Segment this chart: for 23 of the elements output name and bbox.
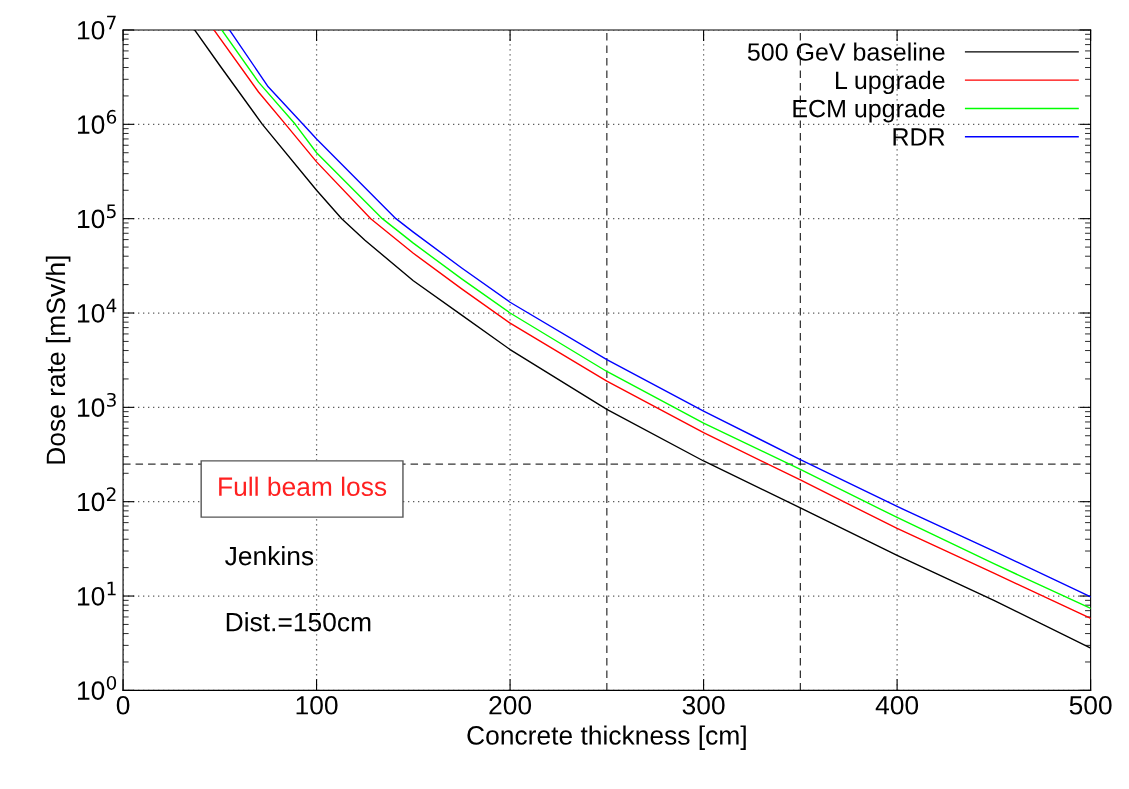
- x-tick-label: 400: [875, 695, 919, 715]
- y-axis-title: Dose rate [mSv/h]: [45, 256, 71, 464]
- y-tick-label: 10$^{7}$: [77, 15, 116, 40]
- y-tick-label: 10$^{1}$: [77, 581, 116, 606]
- y-tick-label: 10$^{6}$: [77, 109, 117, 134]
- x-tick-label: 300: [682, 695, 725, 715]
- y-tick-label: 10$^{5}$: [77, 204, 116, 229]
- y-tick-label: 10$^{2}$: [77, 487, 116, 512]
- y-tick-label: 10$^{4}$: [77, 298, 117, 323]
- x-tick-label: 0: [116, 695, 130, 715]
- annotation: Full beam loss: [219, 476, 387, 497]
- x-tick-label: 100: [296, 695, 338, 715]
- legend-label: ECM upgrade: [793, 99, 945, 123]
- annotation: Dist.=150cm: [226, 612, 371, 632]
- annotation: Jenkins: [225, 546, 314, 566]
- legend-label: RDR: [893, 128, 945, 146]
- legend-label: L upgrade: [836, 70, 945, 95]
- x-tick-label: 200: [489, 695, 532, 715]
- y-tick-label: 10$^{0}$: [77, 675, 117, 700]
- legend-label: 500 GeV baseline: [747, 42, 945, 61]
- y-tick-label: 10$^{3}$: [77, 392, 116, 417]
- x-tick-label: 500: [1069, 695, 1112, 715]
- x-axis-title: Concrete thickness [cm]: [467, 725, 746, 750]
